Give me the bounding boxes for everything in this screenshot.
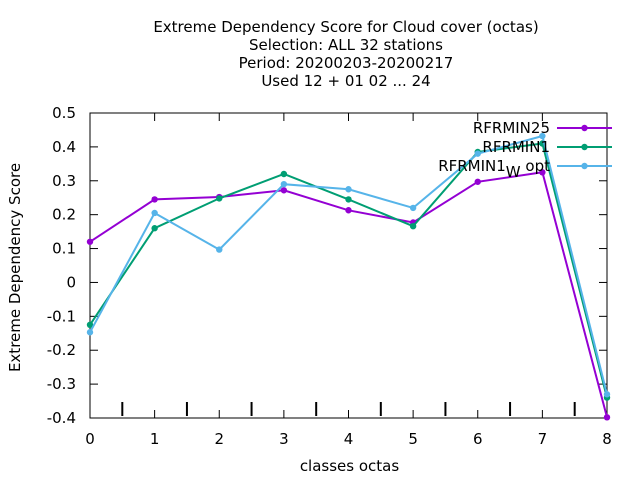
x-tick-label: 6 (473, 430, 483, 448)
data-point (539, 132, 546, 140)
x-tick-label: 7 (538, 430, 548, 448)
data-point (86, 321, 94, 329)
data-point (86, 238, 94, 245)
chart-title-line: Extreme Dependency Score for Cloud cover… (153, 18, 538, 36)
legend-marker (581, 124, 588, 132)
legend-marker (581, 162, 588, 170)
x-tick-label: 3 (279, 430, 289, 448)
x-tick-label: 8 (602, 430, 612, 448)
chart-series (86, 132, 611, 421)
x-tick-label: 5 (408, 430, 418, 448)
data-point (474, 178, 481, 185)
y-tick-label: -0.4 (47, 409, 76, 427)
legend-marker (581, 143, 588, 151)
data-point (409, 222, 417, 230)
data-point (409, 204, 417, 212)
y-tick-label: 0.1 (52, 240, 76, 258)
chart-title: Extreme Dependency Score for Cloud cover… (153, 18, 538, 90)
y-tick-label: 0.4 (52, 138, 76, 156)
data-point (539, 169, 546, 176)
y-tick-label: 0.2 (52, 206, 76, 224)
data-point (345, 196, 352, 203)
data-point (603, 414, 611, 421)
y-tick-label: -0.3 (47, 375, 76, 393)
chart-title-line: Period: 20200203-20200217 (239, 54, 454, 72)
legend-label: RFRMIN1W opt (438, 157, 550, 181)
data-point (280, 180, 288, 188)
x-tick-label: 1 (150, 430, 160, 448)
data-point (151, 209, 158, 217)
y-tick-label: -0.2 (47, 341, 76, 359)
data-point (474, 150, 481, 157)
data-point (216, 195, 223, 202)
x-axis-label: classes octas (300, 457, 400, 475)
x-tick-label: 0 (85, 430, 95, 448)
data-point (86, 329, 94, 336)
data-point (345, 186, 352, 193)
legend-label: RFRMIN1 (482, 138, 550, 156)
x-tick-label: 2 (214, 430, 224, 448)
y-axis-label: Extreme Dependency Score (6, 163, 24, 372)
data-point (151, 225, 158, 232)
y-tick-label: -0.1 (47, 307, 76, 325)
x-tick-label: 4 (344, 430, 354, 448)
chart-title-line: Used 12 + 01 02 ... 24 (261, 72, 430, 90)
y-tick-label: 0.5 (52, 104, 76, 122)
chart-title-line: Selection: ALL 32 stations (249, 36, 443, 54)
data-point (603, 391, 611, 398)
data-point (280, 170, 288, 178)
data-point (345, 207, 352, 214)
y-tick-label: 0.3 (52, 172, 76, 190)
data-point (216, 246, 223, 253)
data-point (151, 196, 158, 203)
legend-label: RFRMIN25 (473, 119, 550, 137)
y-tick-label: 0 (66, 273, 76, 291)
series-line-1 (89, 142, 608, 398)
data-point (280, 187, 288, 194)
